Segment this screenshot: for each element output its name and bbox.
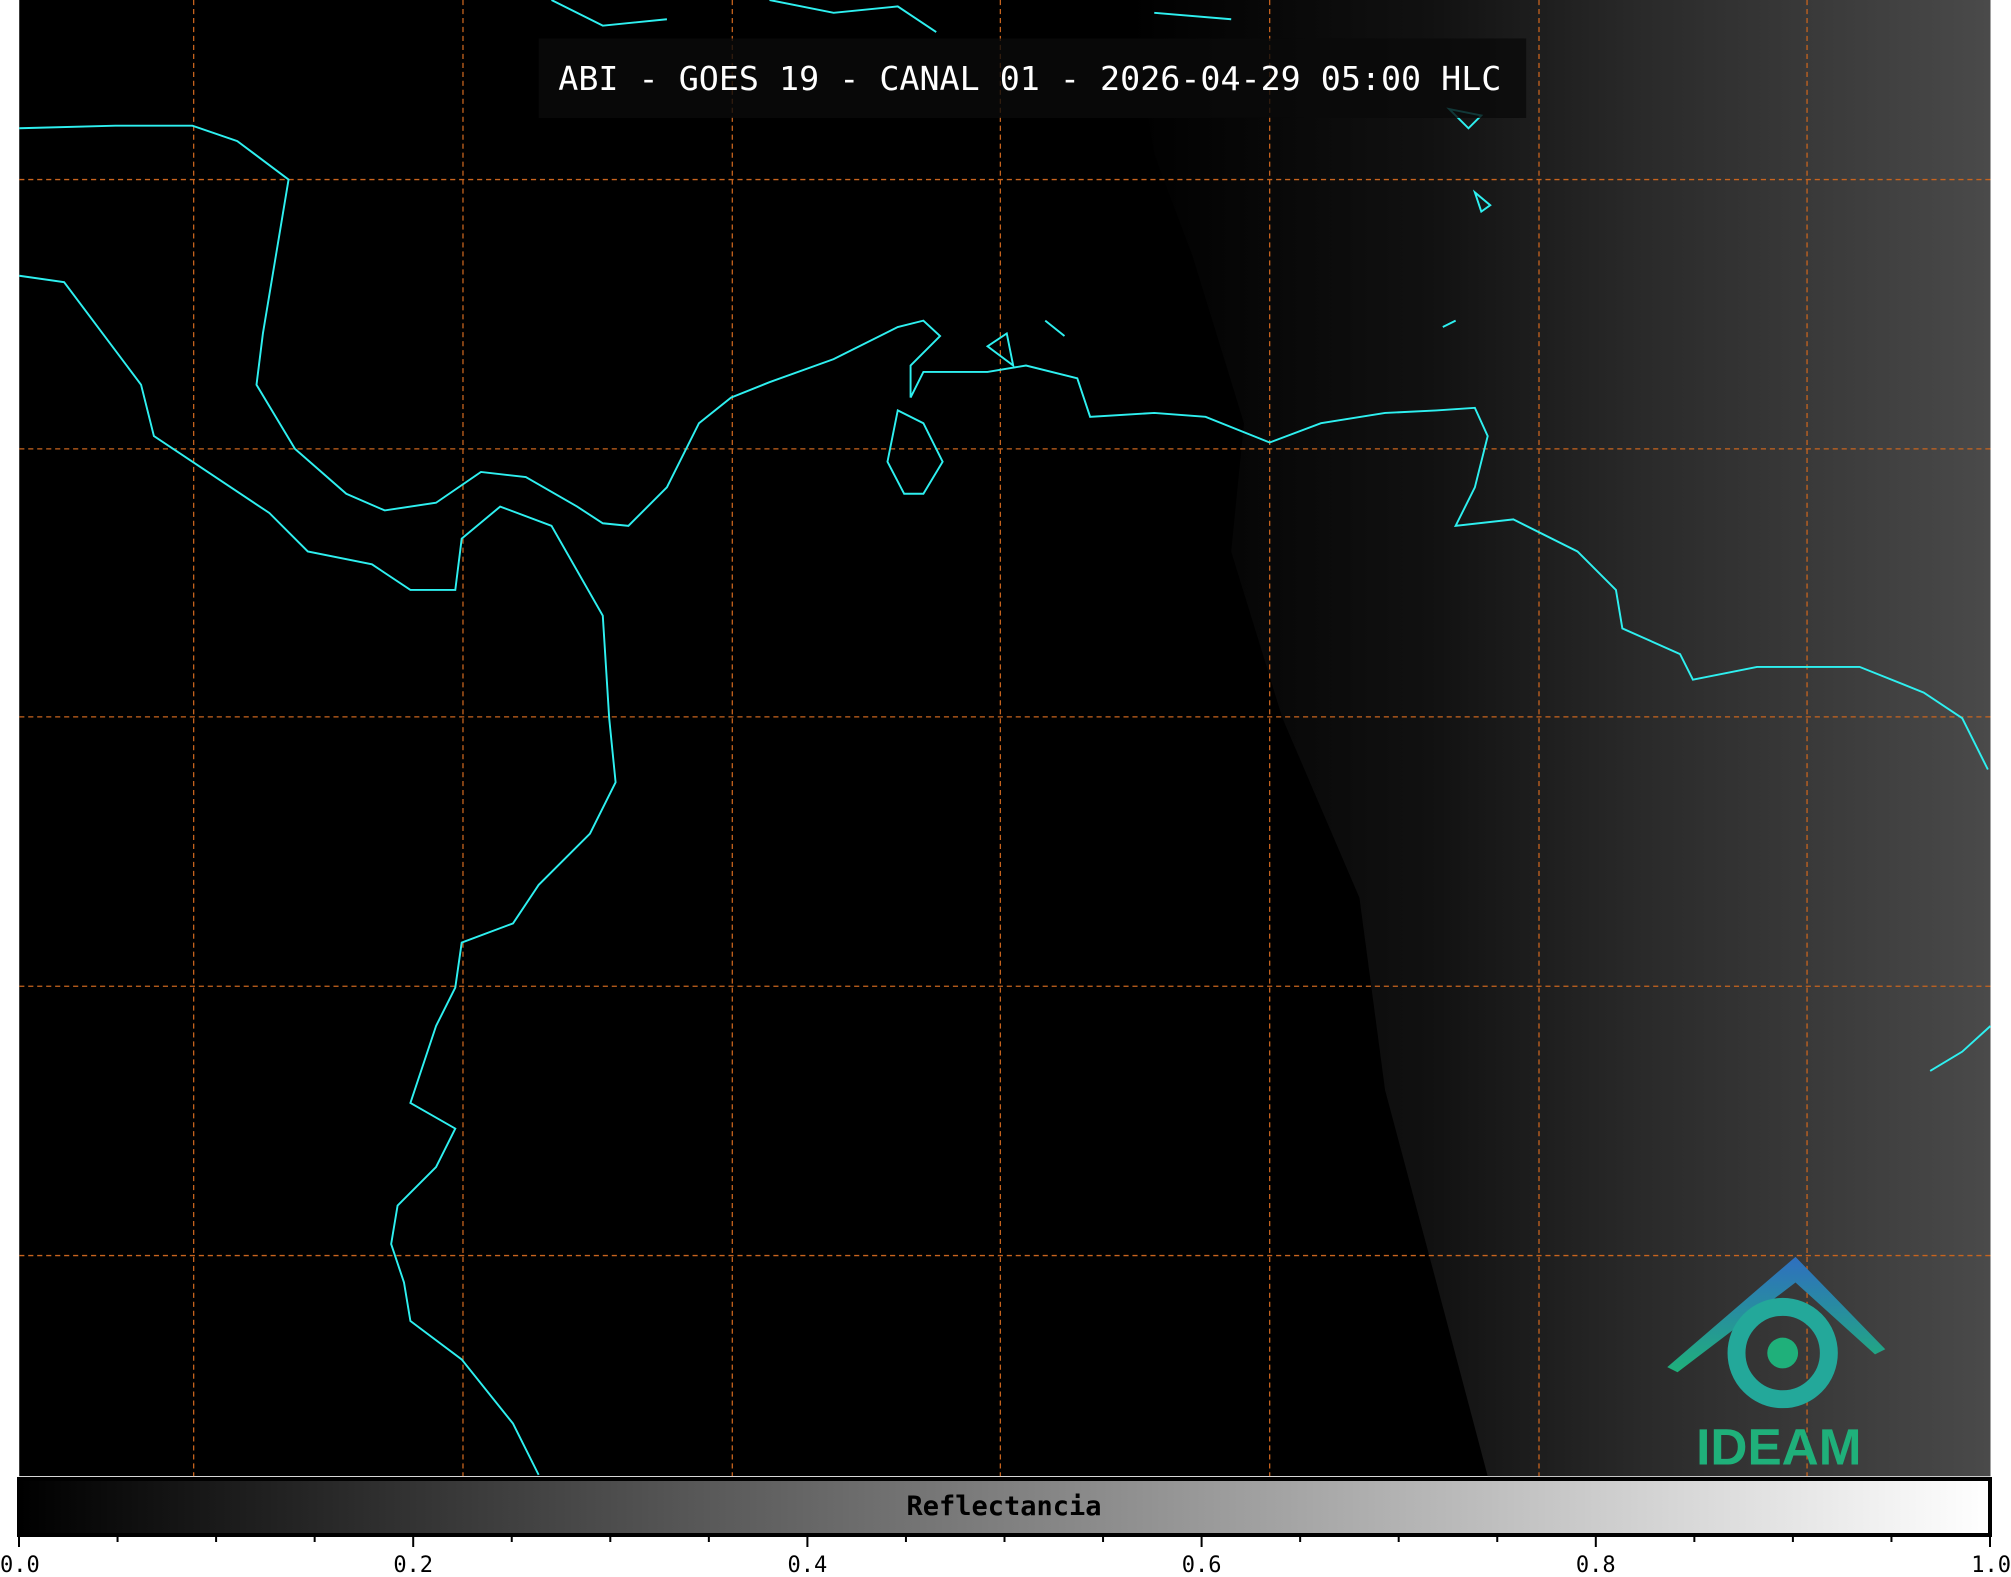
map: ABI - GOES 19 - CANAL 01 - 2026-04-29 05… bbox=[19, 0, 1992, 1477]
tick-label: 1.0 bbox=[1971, 1553, 2011, 1577]
logo: IDEAM bbox=[1667, 1256, 1886, 1476]
coastline bbox=[19, 124, 942, 527]
tick-label: 0.6 bbox=[1182, 1553, 1222, 1577]
logo-roof bbox=[1667, 1256, 1886, 1373]
tick-label: 0.4 bbox=[788, 1553, 828, 1577]
colorbar bbox=[17, 1477, 1992, 1537]
logo-swirl bbox=[1727, 1297, 1838, 1409]
title: ABI - GOES 19 - CANAL 01 - 2026-04-29 05… bbox=[558, 59, 1501, 98]
coastline bbox=[909, 364, 1989, 770]
title-box bbox=[538, 38, 1527, 118]
tick-label: 0.0 bbox=[0, 1553, 40, 1577]
lake bbox=[886, 408, 944, 495]
tick-label: 0.2 bbox=[393, 1553, 433, 1577]
coastlines bbox=[19, 0, 1992, 1476]
logo-text: IDEAM bbox=[1696, 1419, 1861, 1476]
coastline bbox=[19, 274, 617, 1476]
logo-eye bbox=[1767, 1337, 1799, 1369]
coastline bbox=[551, 0, 1992, 1072]
tick-label: 0.8 bbox=[1576, 1553, 1616, 1577]
graticule bbox=[19, 0, 1991, 1477]
colorbar-label: Reflectancia bbox=[906, 1491, 1101, 1522]
cloud-field bbox=[1128, 0, 1991, 1477]
